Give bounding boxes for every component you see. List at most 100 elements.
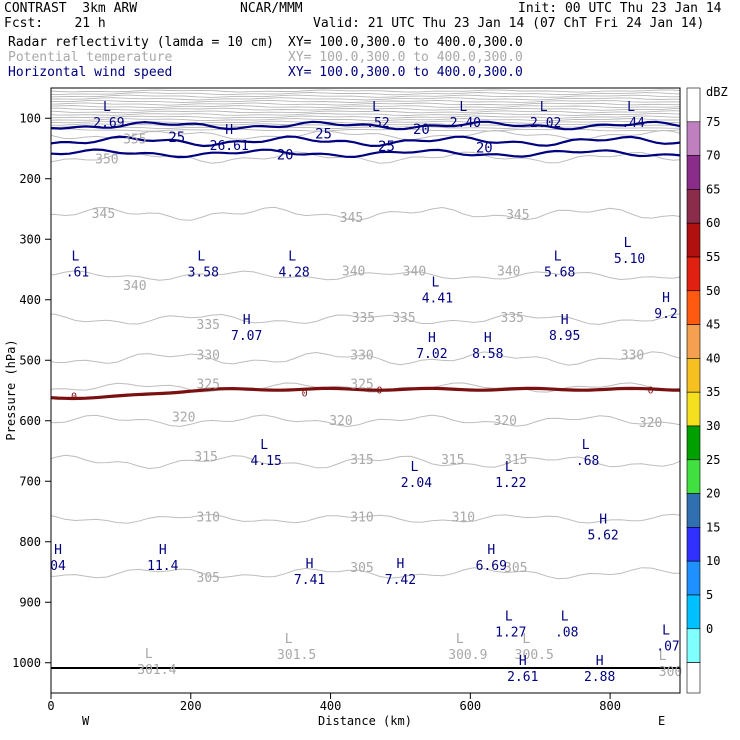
theta-contour-label: 320: [329, 414, 352, 429]
wind-extremum-letter: L: [505, 609, 513, 624]
theta-contour-label: 325: [350, 377, 373, 392]
wind-extremum-letter: H: [397, 557, 405, 572]
wind-extremum-value: .44: [621, 116, 645, 131]
y-tick-label: 500: [19, 353, 41, 367]
colorbar-level-label: 0: [706, 622, 713, 636]
x-tick-label: 800: [599, 699, 621, 713]
theta-isoline-upper: [51, 105, 680, 109]
theta-isoline-upper: [51, 125, 680, 129]
y-tick-label: 200: [19, 172, 41, 186]
wind-extremum-letter: H: [159, 543, 167, 558]
theta-extremum-letter: L: [456, 632, 464, 647]
theta-contour-label: 335: [392, 311, 415, 326]
wind-contour-label: 25: [168, 130, 185, 146]
wind-contour-label: 25: [378, 139, 395, 155]
theta-isoline-upper: [51, 99, 680, 104]
theta-isoline-upper: [51, 89, 680, 93]
wind-extremum-letter: L: [554, 249, 562, 264]
y-tick-label: 1000: [12, 656, 41, 670]
wind-extremum-value: 7.02: [416, 347, 447, 362]
theta-isoline: [51, 454, 680, 470]
theta-contour-label: 345: [506, 208, 529, 223]
wind-contour-label: 25: [315, 126, 332, 142]
theta-isoline-upper: [51, 118, 680, 122]
theta-extremum-value: 300.5: [515, 648, 554, 663]
theta-isoline: [51, 206, 680, 221]
wind-extremum-value: 7.42: [385, 573, 416, 588]
field-reflectivity-xy: XY= 100.0,300.0 to 400.0,300.0: [288, 35, 523, 50]
field-wind-xy: XY= 100.0,300.0 to 400.0,300.0: [288, 65, 523, 80]
wind-extremum-letter: L: [505, 460, 513, 475]
forecast-hour: Fcst: 21 h: [4, 16, 106, 31]
wind-extremum-value: 5.68: [544, 265, 575, 280]
field-wind: Horizontal wind speed: [8, 65, 173, 80]
wind-extremum-value: 2.69: [93, 116, 124, 131]
colorbar-swatch: [686, 189, 701, 224]
colorbar-swatch: [686, 594, 701, 630]
y-axis-title: Pressure (hPa): [4, 339, 18, 440]
plot-frame: [50, 87, 681, 694]
colorbar-swatch: [686, 628, 701, 663]
theta-isoline-upper: [51, 112, 680, 117]
colorbar-level-label: 70: [706, 149, 720, 163]
wind-extremum-value: 6.69: [476, 559, 507, 574]
theta-isoline: [51, 270, 680, 281]
colorbar-swatch: [686, 560, 701, 596]
wind-contour-label: 20: [476, 140, 493, 156]
wind-extremum-letter: H: [484, 331, 492, 346]
wind-contour-label: 20: [413, 122, 430, 138]
wind-extremum-value: .52: [366, 116, 389, 131]
colorbar-swatch: [686, 391, 701, 427]
theta-contour-label: 305: [504, 561, 527, 576]
colorbar-level-label: 5: [706, 588, 713, 602]
wind-extremum-value: 9.2: [654, 307, 677, 322]
theta-contour-label: 315: [350, 453, 373, 468]
y-tick-label: 600: [19, 414, 41, 428]
theta-contour-label: 340: [403, 264, 426, 279]
theta-isoline-upper: [51, 92, 680, 96]
wind-extremum-letter: H: [596, 654, 604, 669]
colorbar-level-label: 20: [706, 487, 720, 501]
theta-contour-label: 330: [350, 348, 373, 363]
colorbar-level-label: 65: [706, 182, 720, 196]
colorbar-swatch: [686, 87, 701, 123]
y-tick-label: 800: [19, 535, 41, 549]
wind-isotach-20: [51, 148, 680, 159]
wind-extremum-value: 26.61: [210, 139, 249, 154]
wind-extremum-value: 2.61: [507, 670, 538, 685]
colorbar-swatch: [686, 459, 701, 494]
wind-extremum-letter: H: [428, 331, 436, 346]
wind-extremum-value: 11.4: [147, 559, 178, 574]
theta-contour-label: 340: [123, 279, 146, 294]
zero-contour-label: 0: [71, 391, 77, 402]
wind-extremum-letter: L: [103, 100, 111, 115]
theta-extremum-letter: L: [145, 647, 153, 662]
colorbar-level-label: 60: [706, 216, 720, 230]
west-label: W: [82, 714, 90, 728]
theta-contour-label: 340: [497, 264, 520, 279]
field-theta-xy: XY= 100.0,300.0 to 400.0,300.0: [288, 50, 523, 65]
zero-contour-label: 0: [302, 388, 308, 399]
colorbar-swatch: [686, 493, 701, 528]
colorbar-swatch: [686, 358, 701, 393]
x-tick-label: 600: [459, 699, 481, 713]
wind-contours: [51, 120, 680, 159]
colorbar-level-label: 35: [706, 385, 720, 399]
theta-contour-label: 330: [621, 348, 644, 363]
colorbar-level-label: 25: [706, 453, 720, 467]
wind-extremum-letter: H: [519, 654, 527, 669]
theta-contour-label: 355: [123, 132, 146, 147]
theta-contour-label: 330: [197, 348, 220, 363]
wind-extremum-value: 2.88: [584, 670, 615, 685]
theta-isoline: [51, 351, 680, 366]
upper-theta-bundle: [51, 89, 680, 132]
wind-extremum-value: 8.58: [472, 347, 503, 362]
colorbar-swatch: [686, 425, 701, 461]
theta-contour-label: 310: [197, 511, 220, 526]
wind-extremum-value: .68: [576, 454, 599, 469]
theta-isoline-upper: [51, 102, 680, 106]
wind-extremum-letter: H: [662, 291, 670, 306]
theta-extremum-letter: L: [522, 632, 530, 647]
